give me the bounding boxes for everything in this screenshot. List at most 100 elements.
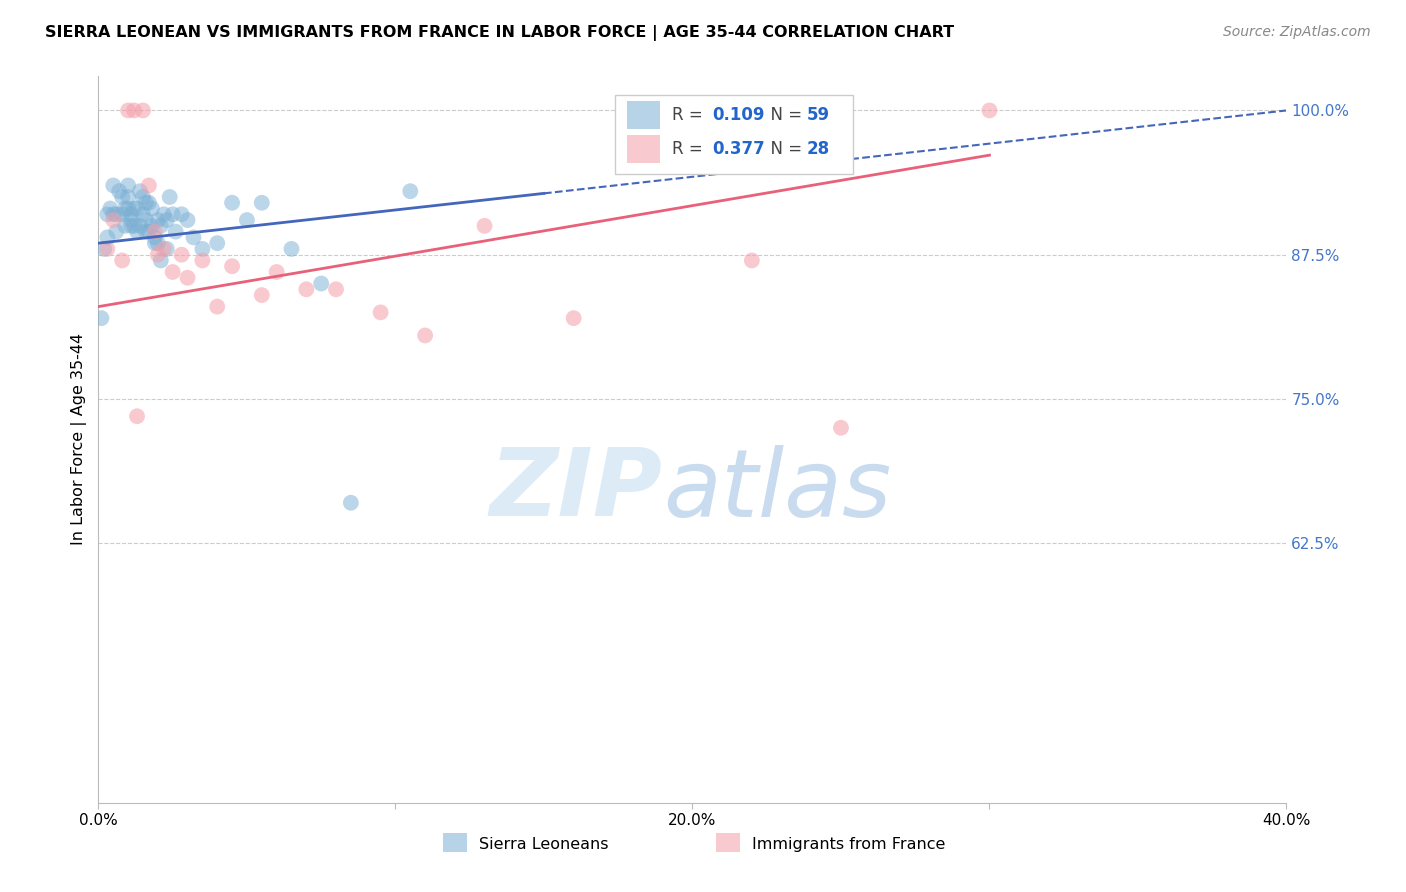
Point [120,213,142,227]
Text: N =: N = [761,106,807,124]
Point [114,202,136,216]
Point [266,265,288,279]
Point [129,219,152,233]
Point [96,242,118,256]
Point [170,207,193,221]
Point [111,253,134,268]
Point [221,195,243,210]
Point [122,219,145,233]
Text: atlas: atlas [662,445,891,536]
Point [340,496,363,510]
Point [250,195,273,210]
Point [295,282,318,296]
Point [399,184,422,198]
Point [152,242,174,256]
Point [149,219,172,233]
Text: 28: 28 [807,140,830,158]
Point [979,103,1001,118]
Text: ZIP: ZIP [489,444,662,536]
Point [183,230,205,244]
Point [135,225,157,239]
Point [309,277,332,291]
Point [111,190,134,204]
Point [122,103,145,118]
Point [236,213,259,227]
Point [138,195,160,210]
Text: Sierra Leoneans: Sierra Leoneans [478,838,609,853]
Point [159,190,181,204]
Point [221,259,243,273]
Point [146,236,169,251]
Point [152,207,174,221]
Point [117,103,139,118]
Point [176,213,198,227]
Y-axis label: In Labor Force | Age 35-44: In Labor Force | Age 35-44 [72,334,87,545]
Point [138,178,160,193]
Bar [627,102,661,128]
Point [741,253,763,268]
Point [125,202,148,216]
Point [120,219,142,233]
Bar [627,136,661,163]
Point [562,311,585,326]
Point [146,248,169,262]
Point [90,311,112,326]
Point [413,328,436,343]
Point [141,202,163,216]
Point [98,202,121,216]
Point [93,242,115,256]
Point [103,213,125,227]
Point [143,225,166,239]
Point [474,219,496,233]
Point [149,253,172,268]
Point [111,207,134,221]
Point [120,207,142,221]
Point [207,300,229,314]
Text: R =: R = [672,140,709,158]
Point [280,242,302,256]
Bar [616,95,853,174]
Point [125,225,148,239]
Text: R =: R = [672,106,709,124]
Point [156,213,179,227]
Point [162,265,184,279]
Text: 0.109: 0.109 [713,106,765,124]
Point [117,202,139,216]
Text: 59: 59 [807,106,830,124]
Text: 0.377: 0.377 [713,140,765,158]
Point [132,190,155,204]
Point [129,184,152,198]
Point [830,421,852,435]
Point [132,207,155,221]
Point [105,225,128,239]
Point [165,225,187,239]
Point [176,270,198,285]
Bar [443,832,467,852]
Point [96,230,118,244]
Point [325,282,347,296]
Point [105,207,128,221]
Point [117,178,139,193]
Point [135,195,157,210]
Point [125,409,148,424]
Point [370,305,392,319]
Text: N =: N = [761,140,807,158]
Point [156,242,179,256]
Point [135,213,157,227]
Point [114,219,136,233]
Point [103,207,125,221]
Point [207,236,229,251]
Point [143,236,166,251]
Point [108,184,131,198]
Point [122,202,145,216]
Text: Immigrants from France: Immigrants from France [752,838,945,853]
Point [117,190,139,204]
Point [170,248,193,262]
Bar [716,832,740,852]
Point [103,178,125,193]
Point [146,213,169,227]
Point [162,207,184,221]
Point [96,207,118,221]
Point [132,103,155,118]
Point [191,253,214,268]
